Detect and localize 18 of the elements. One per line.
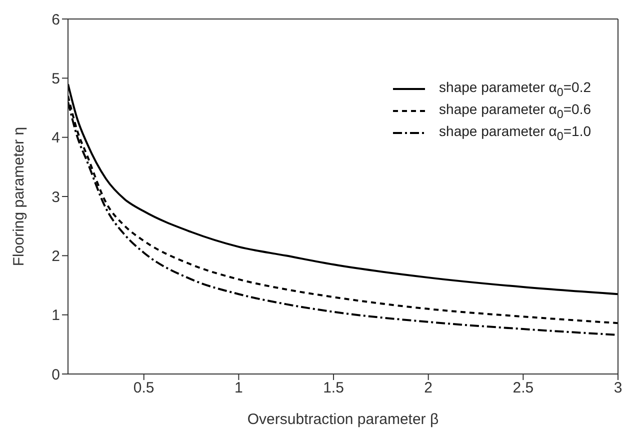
x-tick-label: 2 [424,380,433,397]
x-tick-label: 1.5 [323,380,344,397]
legend-label: shape parameter α$_{0}$=1.0 [439,123,591,143]
x-tick-label: 3 [614,380,622,397]
x-axis-title: Oversubtraction parameter β [247,411,439,428]
legend-label: shape parameter α$_{0}$=0.2 [439,79,591,99]
x-tick-label: 0.5 [133,380,154,397]
x-tick-label: 1 [234,380,243,397]
y-tick-label: 1 [52,307,60,324]
y-tick-label: 5 [52,70,60,88]
y-tick-label: 2 [52,248,60,265]
y-axis-title: Flooring parameter η [10,126,28,266]
x-tick-label: 2.5 [512,380,534,397]
y-tick-label: 4 [52,130,60,147]
y-tick-label: 3 [52,188,60,206]
y-tick-label: 6 [52,11,60,28]
legend-label: shape parameter α$_{0}$=0.6 [439,101,591,121]
y-tick-label: 0 [52,366,60,384]
